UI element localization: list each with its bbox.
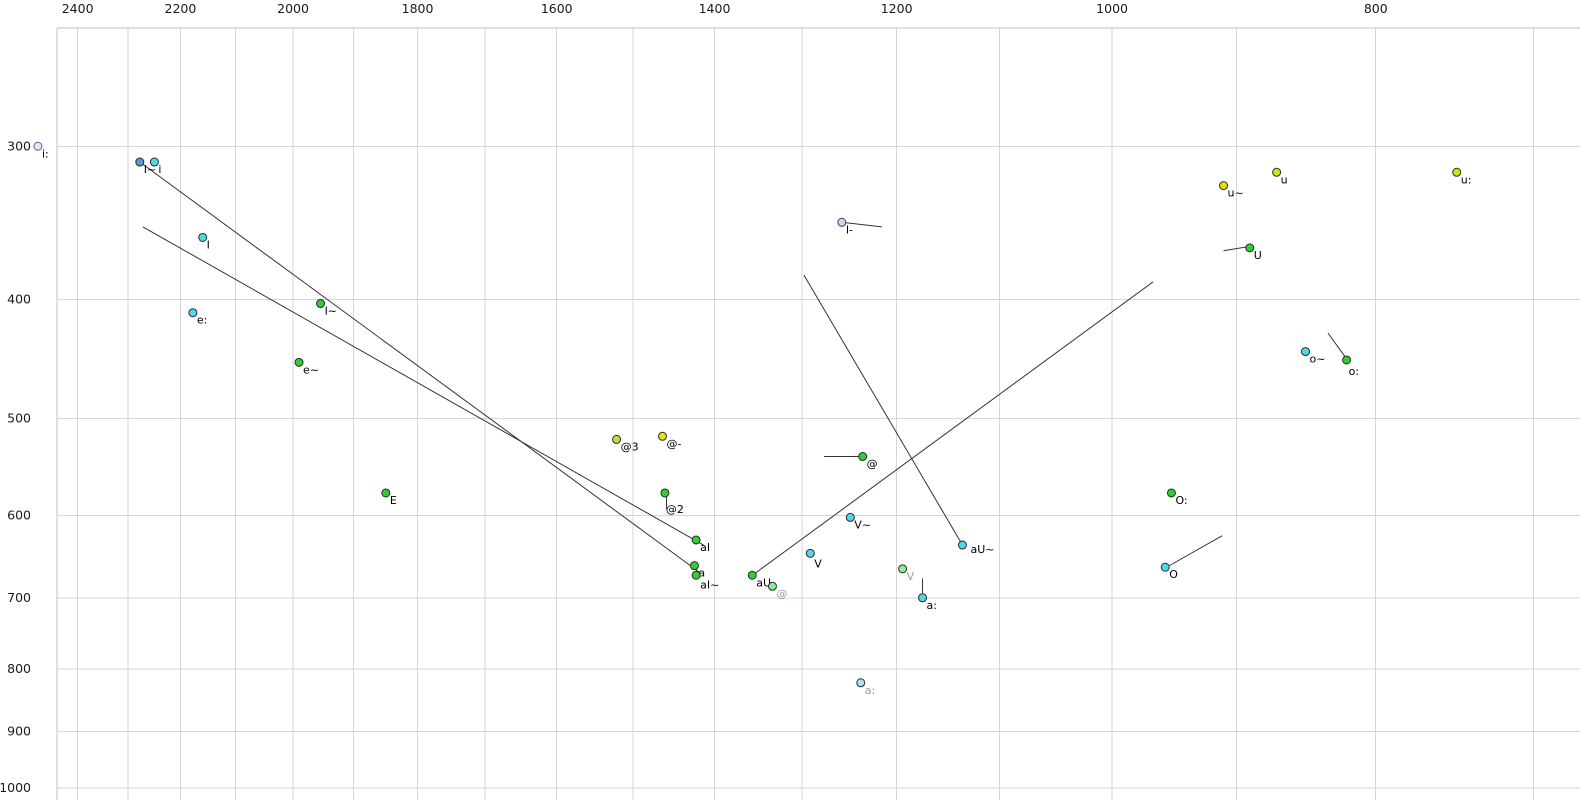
tail-I-bar — [841, 221, 883, 228]
point-label-@-: @- — [667, 437, 682, 450]
point-label-u:: u: — [1461, 173, 1472, 186]
data-point-I- — [837, 217, 847, 227]
point-label-V: V — [814, 557, 822, 570]
data-point-u~ — [1219, 181, 1229, 191]
point-label-u~: u~ — [1228, 187, 1244, 200]
data-point-V — [898, 564, 908, 574]
data-point-e: — [188, 308, 198, 318]
point-label-@3: @3 — [621, 440, 639, 453]
y-tick-label: 400 — [7, 292, 31, 307]
tail-O — [1166, 535, 1223, 568]
trajectory-aI-short — [142, 226, 704, 546]
x-tick-label: 2400 — [62, 1, 94, 16]
data-point-@3 — [612, 434, 622, 444]
point-label-U: U — [1254, 249, 1262, 262]
point-label-I~: I~ — [325, 305, 337, 318]
trajectory-aU-nasal — [803, 274, 963, 546]
data-point-@- — [658, 431, 668, 441]
y-tick-label: 600 — [7, 508, 31, 523]
data-point-aI~ — [691, 570, 701, 580]
y-tick-label: 700 — [7, 590, 31, 605]
x-tick-label: 1200 — [881, 1, 913, 16]
point-label-I: I — [207, 238, 210, 251]
trajectory-lines — [139, 161, 1347, 596]
data-point-e~ — [294, 357, 304, 367]
y-tick-label: 500 — [7, 410, 31, 425]
y-tick-label: 300 — [7, 138, 31, 153]
point-label-V: V — [907, 570, 915, 583]
x-tick-label: 1400 — [699, 1, 731, 16]
trajectory-aI-long — [139, 161, 701, 574]
data-point-i — [149, 157, 159, 167]
grid — [56, 27, 1580, 800]
point-label-@: @ — [776, 587, 787, 600]
point-label-a:: a: — [865, 684, 875, 697]
x-tick-label: 1600 — [541, 1, 573, 16]
data-point-@2 — [660, 488, 670, 498]
tail-o-long — [1327, 332, 1347, 360]
data-point-o: — [1342, 355, 1352, 365]
data-point-V — [805, 548, 815, 558]
data-point-I~ — [316, 299, 326, 309]
x-tick-label: 2000 — [277, 1, 309, 16]
data-point-a — [689, 561, 699, 571]
point-label-i: i — [158, 163, 161, 176]
data-point-aU~ — [957, 540, 967, 550]
x-tick-label: 2200 — [165, 1, 197, 16]
point-label-O: O — [1169, 568, 1178, 581]
point-label-aI~: aI~ — [700, 578, 719, 591]
data-point-@ — [858, 452, 868, 462]
data-point-E — [381, 488, 391, 498]
point-label-u: u — [1281, 173, 1288, 186]
point-label-O:: O: — [1175, 494, 1187, 507]
point-label-a:: a: — [927, 599, 937, 612]
data-point-a: — [918, 593, 928, 603]
data-point-O: — [1166, 488, 1176, 498]
point-label-e:: e: — [197, 314, 207, 327]
y-tick-label: 1000 — [0, 780, 31, 795]
x-tick-label: 1000 — [1096, 1, 1128, 16]
point-label-@: @ — [867, 458, 878, 471]
y-tick-label: 900 — [7, 724, 31, 739]
axis-tick-labels: 2400 2200 2000 1800 1600 1400 1200 1000 800 300 40… — [0, 1, 1388, 795]
data-point-a: — [856, 678, 866, 688]
point-label-aU~: aU~ — [970, 543, 994, 556]
point-label-aU: aU — [756, 576, 771, 589]
x-tick-label: 1800 — [402, 1, 434, 16]
point-label-@2: @2 — [666, 503, 684, 516]
point-label-E: E — [390, 494, 397, 507]
data-point-U — [1245, 243, 1255, 253]
data-point-@ — [767, 581, 777, 591]
data-point-aI — [691, 535, 701, 545]
data-point-u — [1272, 167, 1282, 177]
y-tick-label: 800 — [7, 661, 31, 676]
data-point-I — [198, 232, 208, 242]
point-label-e~: e~ — [303, 363, 319, 376]
point-label-I-: I- — [846, 223, 853, 236]
point-label-aI: aI — [700, 541, 710, 554]
data-point-i: — [33, 141, 43, 151]
point-label-i:: i: — [42, 147, 49, 160]
point-label-V~: V~ — [854, 518, 871, 531]
point-label-o~: o~ — [1310, 353, 1326, 366]
x-tick-label: 800 — [1364, 1, 1388, 16]
data-point-u: — [1452, 167, 1462, 177]
data-point-aU — [747, 570, 757, 580]
point-label-a: a — [698, 567, 705, 580]
data-point-o~ — [1301, 347, 1311, 357]
data-point-I~ — [135, 157, 145, 167]
trajectory-aU — [755, 281, 1154, 574]
data-point-V~ — [845, 512, 855, 522]
point-label-o:: o: — [1349, 365, 1359, 378]
data-point-O — [1160, 562, 1170, 572]
